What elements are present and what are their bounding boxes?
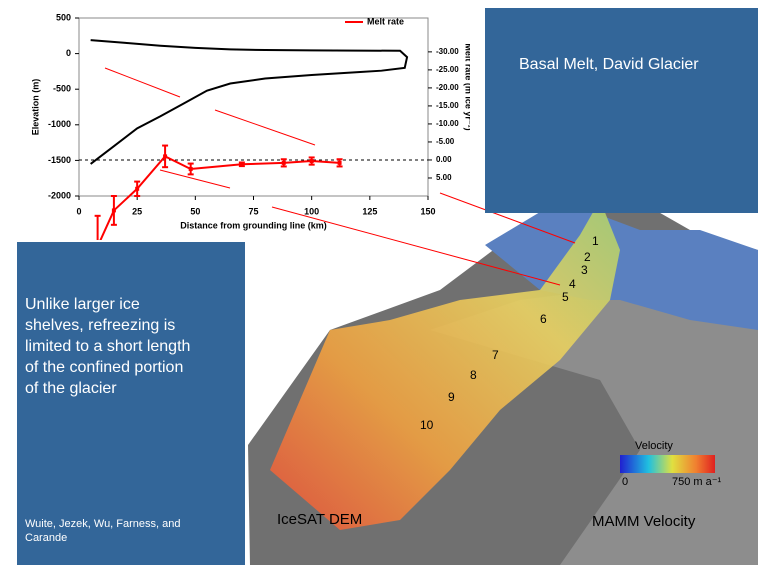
marker <box>240 162 244 166</box>
marker <box>163 154 167 158</box>
marker <box>135 187 139 191</box>
y2-tick-label: -25.00 <box>436 65 459 74</box>
series-line <box>91 40 407 164</box>
velocity-scale <box>620 455 715 473</box>
legend-max: 750 m a⁻¹ <box>672 476 722 488</box>
slide: 12345 6 7 8 9 10 IceSAT DEM MAMM Velocity Veloci… <box>0 0 758 565</box>
profile-label: 1 <box>592 234 599 248</box>
marker <box>112 208 116 212</box>
chart: 0 25 50 75 100 125 150 -2000 -1500 -1000 -500 0 500 -… <box>0 0 470 240</box>
x-tick-label: 150 <box>420 206 435 216</box>
profile-label: 5 <box>562 290 569 304</box>
marker <box>338 161 342 165</box>
y2-tick-label: -5.00 <box>436 137 455 146</box>
y2-axis-label: Melt rate (m ice yr⁻¹) <box>464 43 470 130</box>
y-tick-label: 0 <box>66 48 71 58</box>
x-tick-label: 125 <box>362 206 377 216</box>
x-tick-label: 75 <box>248 206 258 216</box>
profile-label: 2 <box>584 250 591 264</box>
x-tick-label: 0 <box>76 206 81 216</box>
authors: Wuite, Jezek, Wu, Farness, and Carande <box>25 517 225 545</box>
x-axis-label: Distance from grounding line (km) <box>180 220 327 230</box>
profile-label: 7 <box>492 348 499 362</box>
profile-label: 9 <box>448 390 455 404</box>
legend-title: Velocity <box>635 440 673 452</box>
profile-label: 10 <box>420 418 434 432</box>
text-box: Unlike larger ice shelves, refreezing is… <box>17 242 245 565</box>
y2-tick-label: 5.00 <box>436 173 452 182</box>
legend-label: Melt rate <box>367 16 404 26</box>
slide-title: Basal Melt, David Glacier <box>519 56 699 73</box>
image-label: IceSAT DEM <box>277 511 362 528</box>
marker <box>310 159 314 163</box>
y2-tick-label: -15.00 <box>436 101 459 110</box>
y2-tick-label: -30.00 <box>436 47 459 56</box>
legend-min: 0 <box>622 476 628 488</box>
x-tick-label: 50 <box>190 206 200 216</box>
y-tick-label: -1000 <box>48 119 71 129</box>
image-label: MAMM Velocity <box>592 513 696 530</box>
y-axis-label: Elevation (m) <box>30 79 40 136</box>
marker <box>189 167 193 171</box>
y-tick-label: -500 <box>53 84 71 94</box>
y2-tick-label: -20.00 <box>436 83 459 92</box>
profile-label: 8 <box>470 368 477 382</box>
x-tick-label: 100 <box>304 206 319 216</box>
x-tick-label: 25 <box>132 206 142 216</box>
marker <box>282 161 286 165</box>
profile-label: 4 <box>569 277 576 291</box>
profile-label: 6 <box>540 312 547 326</box>
y2-tick-label: 0.00 <box>436 155 452 164</box>
plot-frame <box>79 18 428 196</box>
profile-label: 3 <box>581 263 588 277</box>
body-text: Unlike larger ice shelves, refreezing is… <box>25 294 200 399</box>
title-box: Basal Melt, David Glacier <box>485 8 758 213</box>
y2-tick-label: -10.00 <box>436 119 459 128</box>
y-tick-label: -1500 <box>48 155 71 165</box>
y-tick-label: 500 <box>56 12 71 22</box>
y-tick-label: -2000 <box>48 190 71 200</box>
